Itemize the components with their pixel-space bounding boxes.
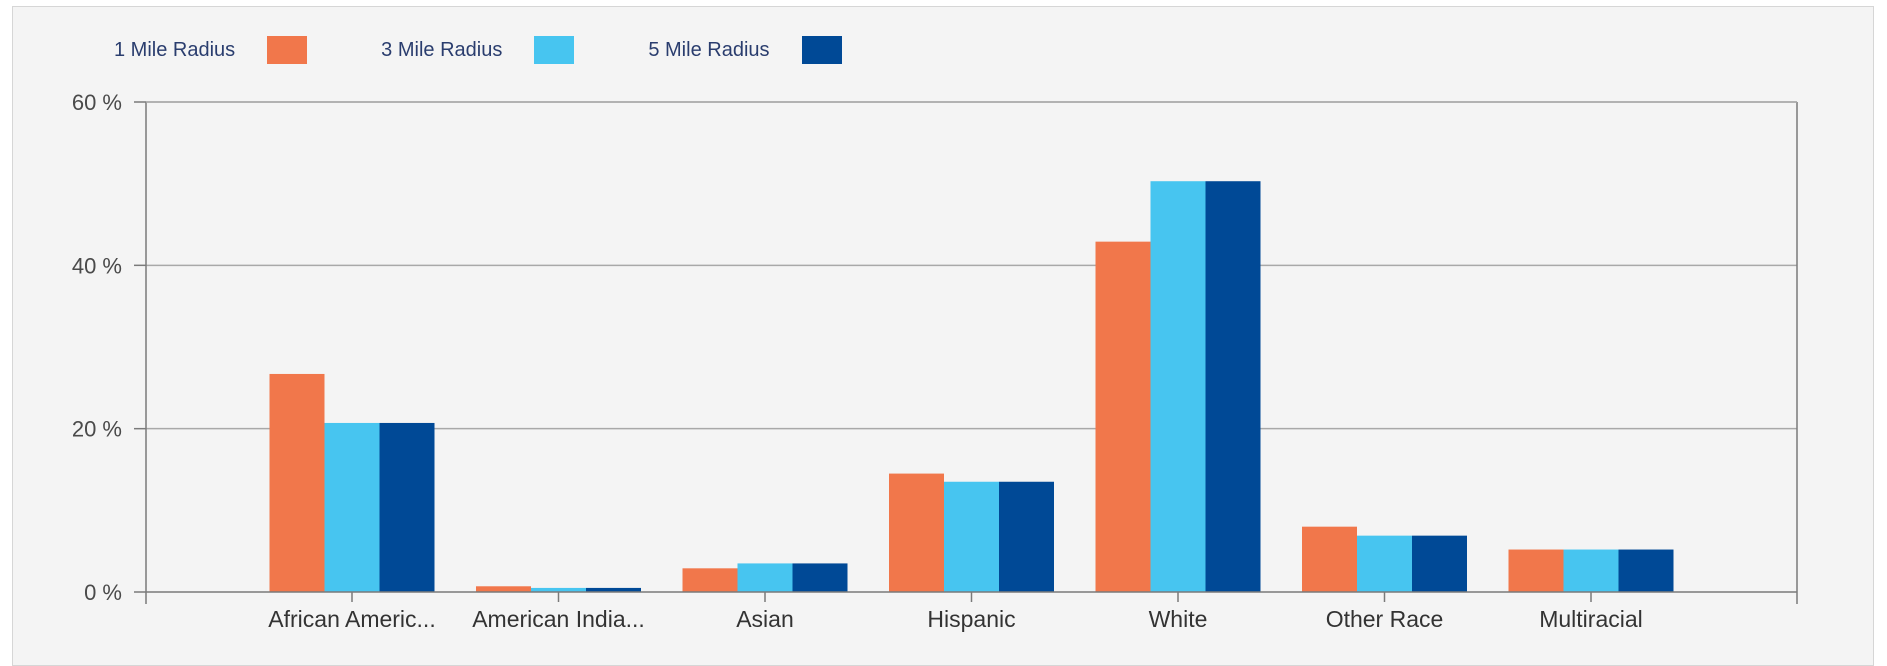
- bar: [379, 422, 435, 592]
- bar: [269, 373, 325, 592]
- y-tick-label: 60 %: [72, 90, 122, 115]
- chart-legend: 1 Mile Radius 3 Mile Radius 5 Mile Radiu…: [114, 36, 916, 64]
- bar: [999, 481, 1054, 592]
- bar: [889, 473, 944, 592]
- y-tick-label: 40 %: [72, 253, 122, 278]
- legend-swatch-3-mile: [534, 36, 575, 64]
- bar: [324, 422, 380, 592]
- x-tick-label: African Americ...: [268, 606, 435, 632]
- bar: [1150, 181, 1206, 592]
- legend-label-3-mile: 3 Mile Radius: [381, 38, 503, 61]
- bar: [1205, 181, 1261, 592]
- bar: [1412, 535, 1467, 592]
- bar: [1618, 549, 1674, 592]
- legend-label-5-mile: 5 Mile Radius: [648, 38, 770, 61]
- bar: [1563, 549, 1619, 592]
- bar: [792, 563, 848, 592]
- legend-swatch-1-mile: [267, 36, 308, 64]
- bar: [682, 568, 738, 592]
- legend-swatch-5-mile: [801, 36, 842, 64]
- x-tick-label: Asian: [736, 606, 794, 632]
- y-tick-label: 0 %: [84, 580, 122, 605]
- x-tick-label: White: [1149, 606, 1208, 632]
- bar: [531, 587, 586, 592]
- x-tick-label: Hispanic: [927, 606, 1015, 632]
- bar: [1095, 241, 1151, 592]
- bar: [586, 587, 641, 592]
- bar: [476, 586, 531, 592]
- x-tick-label: Other Race: [1326, 606, 1444, 632]
- x-tick-label: Multiracial: [1539, 606, 1643, 632]
- legend-label-1-mile: 1 Mile Radius: [114, 38, 236, 61]
- x-tick-label: American India...: [472, 606, 645, 632]
- bar: [944, 481, 999, 592]
- y-tick-label: 20 %: [72, 417, 122, 442]
- bar: [1302, 526, 1357, 592]
- legend-item-3-mile[interactable]: 3 Mile Radius: [381, 36, 575, 64]
- legend-item-1-mile[interactable]: 1 Mile Radius: [114, 36, 308, 64]
- legend-item-5-mile[interactable]: 5 Mile Radius: [648, 36, 842, 64]
- bar: [1357, 535, 1412, 592]
- bar: [1508, 549, 1564, 592]
- bar: [737, 563, 793, 592]
